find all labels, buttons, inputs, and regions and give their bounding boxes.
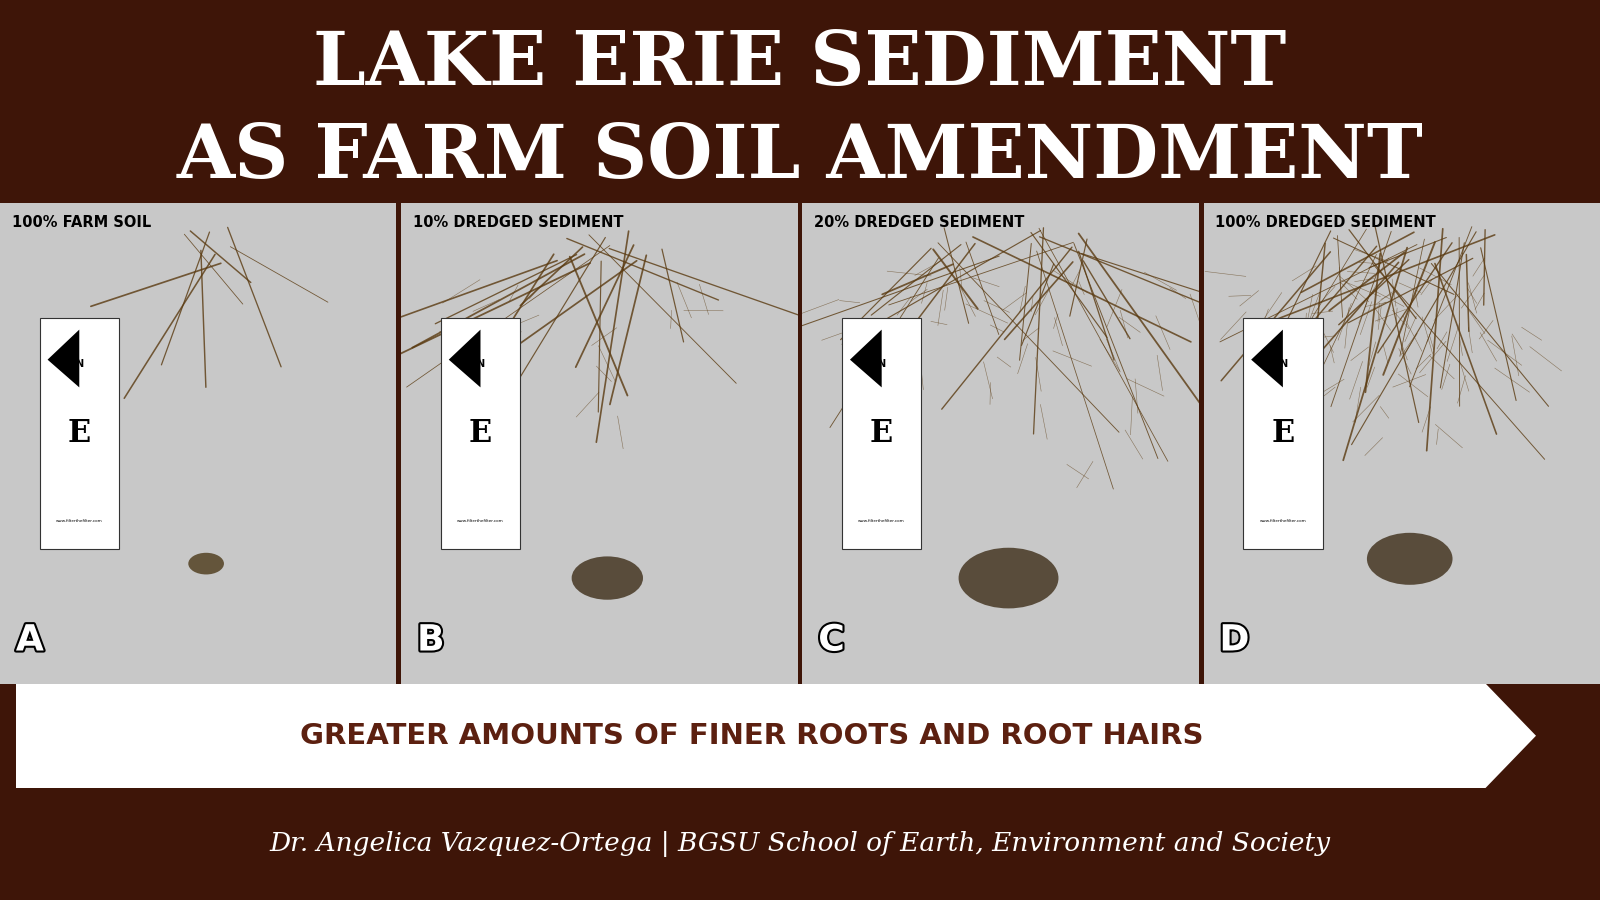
Ellipse shape [571,556,643,599]
Text: www.ﬁltertheﬁlter.com: www.ﬁltertheﬁlter.com [858,519,906,524]
Text: 10% DREDGED SEDIMENT: 10% DREDGED SEDIMENT [413,214,624,230]
Text: B: B [418,624,445,658]
Text: 100% DREDGED SEDIMENT: 100% DREDGED SEDIMENT [1216,214,1437,230]
Text: LAKE ERIE SEDIMENT: LAKE ERIE SEDIMENT [314,28,1286,102]
Text: E: E [870,418,893,449]
Polygon shape [1251,329,1283,387]
Text: www.ﬁltertheﬁlter.com: www.ﬁltertheﬁlter.com [1259,519,1306,524]
Text: GREATER AMOUNTS OF FINER ROOTS AND ROOT HAIRS: GREATER AMOUNTS OF FINER ROOTS AND ROOT … [301,722,1203,750]
Text: E: E [1272,418,1294,449]
Ellipse shape [189,553,224,574]
Bar [442,318,520,549]
Text: A: A [16,624,43,658]
Bar [40,318,118,549]
Text: C: C [818,624,845,658]
Text: 100% FARM SOIL: 100% FARM SOIL [11,214,150,230]
Ellipse shape [958,548,1059,608]
Bar [842,318,922,549]
Text: www.ﬁltertheﬁlter.com: www.ﬁltertheﬁlter.com [56,519,102,524]
Polygon shape [448,329,480,387]
Text: D: D [1219,624,1250,658]
Text: AS FARM SOIL AMENDMENT: AS FARM SOIL AMENDMENT [176,122,1424,194]
Polygon shape [850,329,882,387]
Polygon shape [48,329,80,387]
Text: www.ﬁltertheﬁlter.com: www.ﬁltertheﬁlter.com [458,519,504,524]
Polygon shape [16,644,1536,827]
Ellipse shape [1366,533,1453,585]
Text: N: N [477,359,485,369]
Text: Dr. Angelica Vazquez-Ortega | BGSU School of Earth, Environment and Society: Dr. Angelica Vazquez-Ortega | BGSU Schoo… [269,831,1331,857]
Text: N: N [878,359,886,369]
Text: 20% DREDGED SEDIMENT: 20% DREDGED SEDIMENT [814,214,1024,230]
Text: N: N [75,359,83,369]
Text: N: N [1278,359,1286,369]
Text: E: E [469,418,493,449]
Bar [1243,318,1323,549]
Text: E: E [67,418,91,449]
